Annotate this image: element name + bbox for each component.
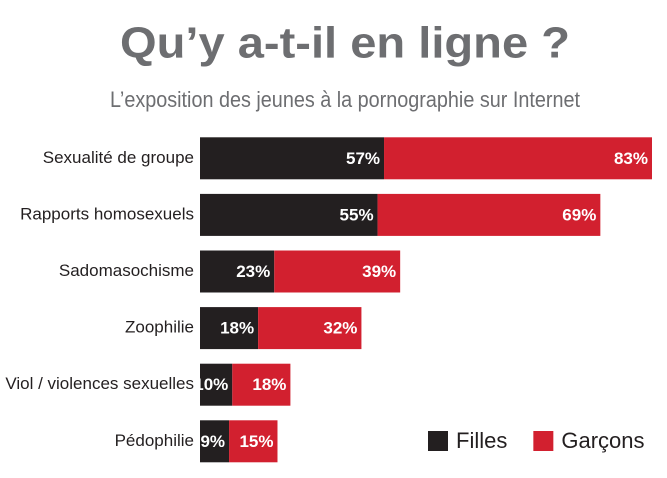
bar-segment xyxy=(200,250,275,293)
bar-segment xyxy=(200,307,259,350)
category-label: Sexualité de groupe xyxy=(43,148,194,167)
bar-segment xyxy=(258,307,362,350)
category-label: Sadomasochisme xyxy=(59,261,194,280)
category-label: Pédophilie xyxy=(115,431,194,450)
value-label: 18% xyxy=(252,375,286,394)
category-label: Viol / violences sexuelles xyxy=(5,374,194,393)
value-label: 10% xyxy=(194,375,228,394)
category-label: Rapports homosexuels xyxy=(20,204,194,223)
bar-segment xyxy=(200,137,385,180)
legend-swatch xyxy=(428,431,448,451)
value-label: 9% xyxy=(200,432,225,451)
legend-label: Filles xyxy=(456,428,507,453)
value-label: 15% xyxy=(239,432,273,451)
bar-segment xyxy=(384,137,652,180)
chart-subtitle: L’exposition des jeunes à la pornographi… xyxy=(110,87,580,112)
bar-segment xyxy=(200,363,233,406)
legend-swatch xyxy=(533,431,554,451)
value-label: 39% xyxy=(362,262,396,281)
value-label: 83% xyxy=(614,149,648,168)
bar-segment xyxy=(274,250,401,293)
value-label: 32% xyxy=(323,319,357,338)
value-label: 23% xyxy=(236,262,270,281)
bar-segment xyxy=(232,363,291,406)
bar-segment xyxy=(200,193,378,236)
value-label: 69% xyxy=(562,205,596,224)
bar-segment xyxy=(200,420,230,463)
category-label: Zoophilie xyxy=(125,318,194,337)
legend-label: Garçons xyxy=(561,428,644,453)
bar-segment xyxy=(377,193,601,236)
value-label: 18% xyxy=(220,319,254,338)
value-label: 57% xyxy=(346,149,380,168)
bar-segment xyxy=(229,420,278,463)
value-label: 55% xyxy=(340,205,374,224)
chart-title: Qu’y a-t-il en ligne ? xyxy=(120,19,570,68)
